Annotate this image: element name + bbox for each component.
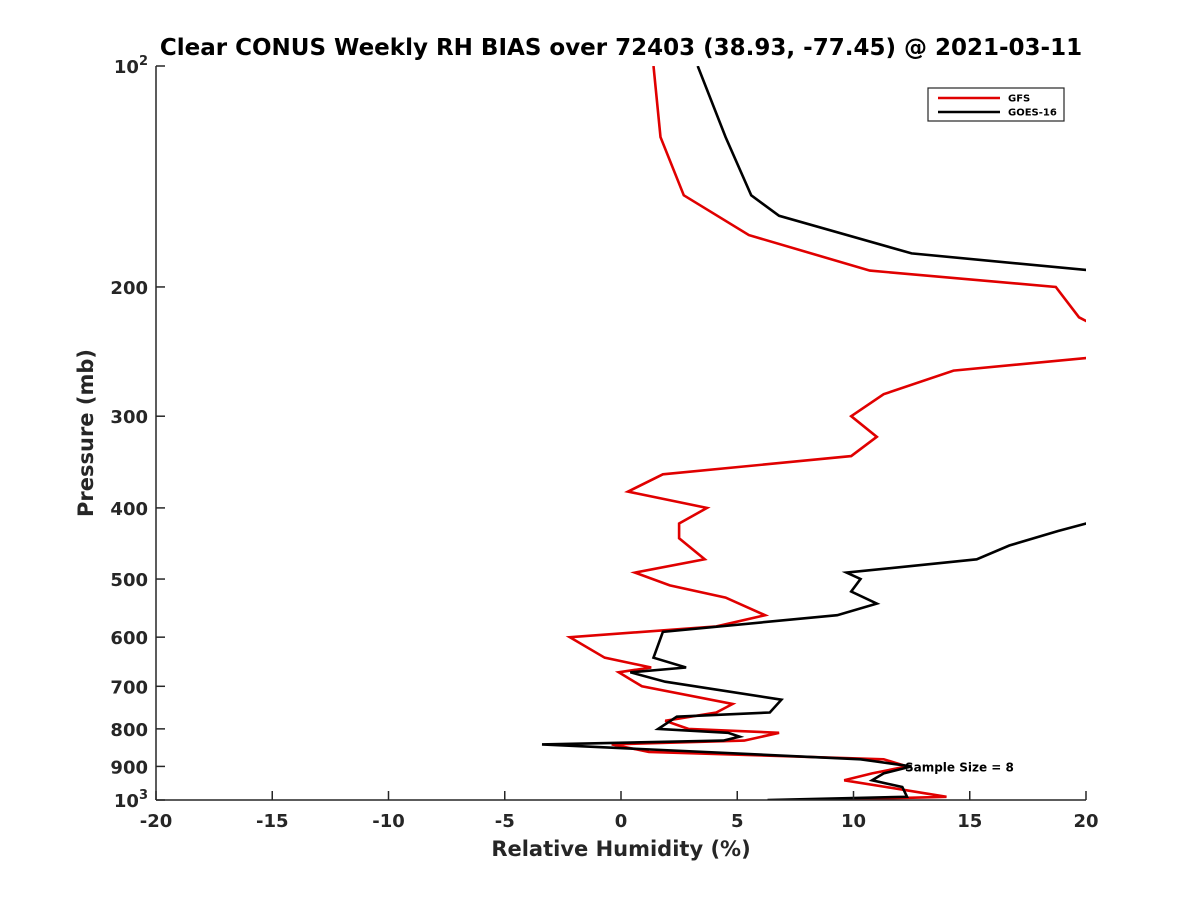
annotations: Sample Size = 8	[905, 760, 1014, 774]
y-tick-label: 900	[110, 757, 148, 778]
x-tick-label: -10	[372, 811, 405, 832]
legend: GFS GOES-16	[927, 87, 1065, 122]
y-tick-label: 200	[110, 278, 148, 299]
x-tick-label: -5	[495, 811, 515, 832]
y-tick-label: 400	[110, 499, 148, 520]
y-tick-label: 800	[110, 720, 148, 741]
y-tick-label: 103	[114, 788, 148, 812]
x-tick-label: 10	[841, 811, 866, 832]
x-tick-label: 15	[957, 811, 982, 832]
legend-box	[927, 87, 1065, 122]
legend-label: GFS	[1008, 94, 1030, 105]
plot-area	[541, 66, 1086, 800]
chart-title: Clear CONUS Weekly RH BIAS over 72403 (3…	[160, 35, 1082, 61]
x-tick-label: 5	[731, 811, 744, 832]
y-tick-label: 700	[110, 677, 148, 698]
x-tick-label: -20	[140, 811, 173, 832]
series-line-goes-16	[541, 66, 1086, 800]
x-tick-label: 0	[615, 811, 628, 832]
x-axis-label: Relative Humidity (%)	[491, 837, 750, 861]
y-tick-label: 500	[110, 570, 148, 591]
legend-label: GOES-16	[1008, 108, 1057, 119]
x-tick-label: -15	[256, 811, 289, 832]
sample-size-annotation: Sample Size = 8	[905, 760, 1014, 774]
y-tick-label: 300	[110, 407, 148, 428]
x-tick-label: 20	[1073, 811, 1098, 832]
y-tick-label: 600	[110, 628, 148, 649]
axes: -20 -15 -10 -5 0 5 10 15 20 102 200 300 400 500 600 700…	[110, 54, 1098, 832]
y-axis-label: Pressure (mb)	[74, 349, 98, 517]
y-tick-label: 102	[114, 54, 148, 78]
